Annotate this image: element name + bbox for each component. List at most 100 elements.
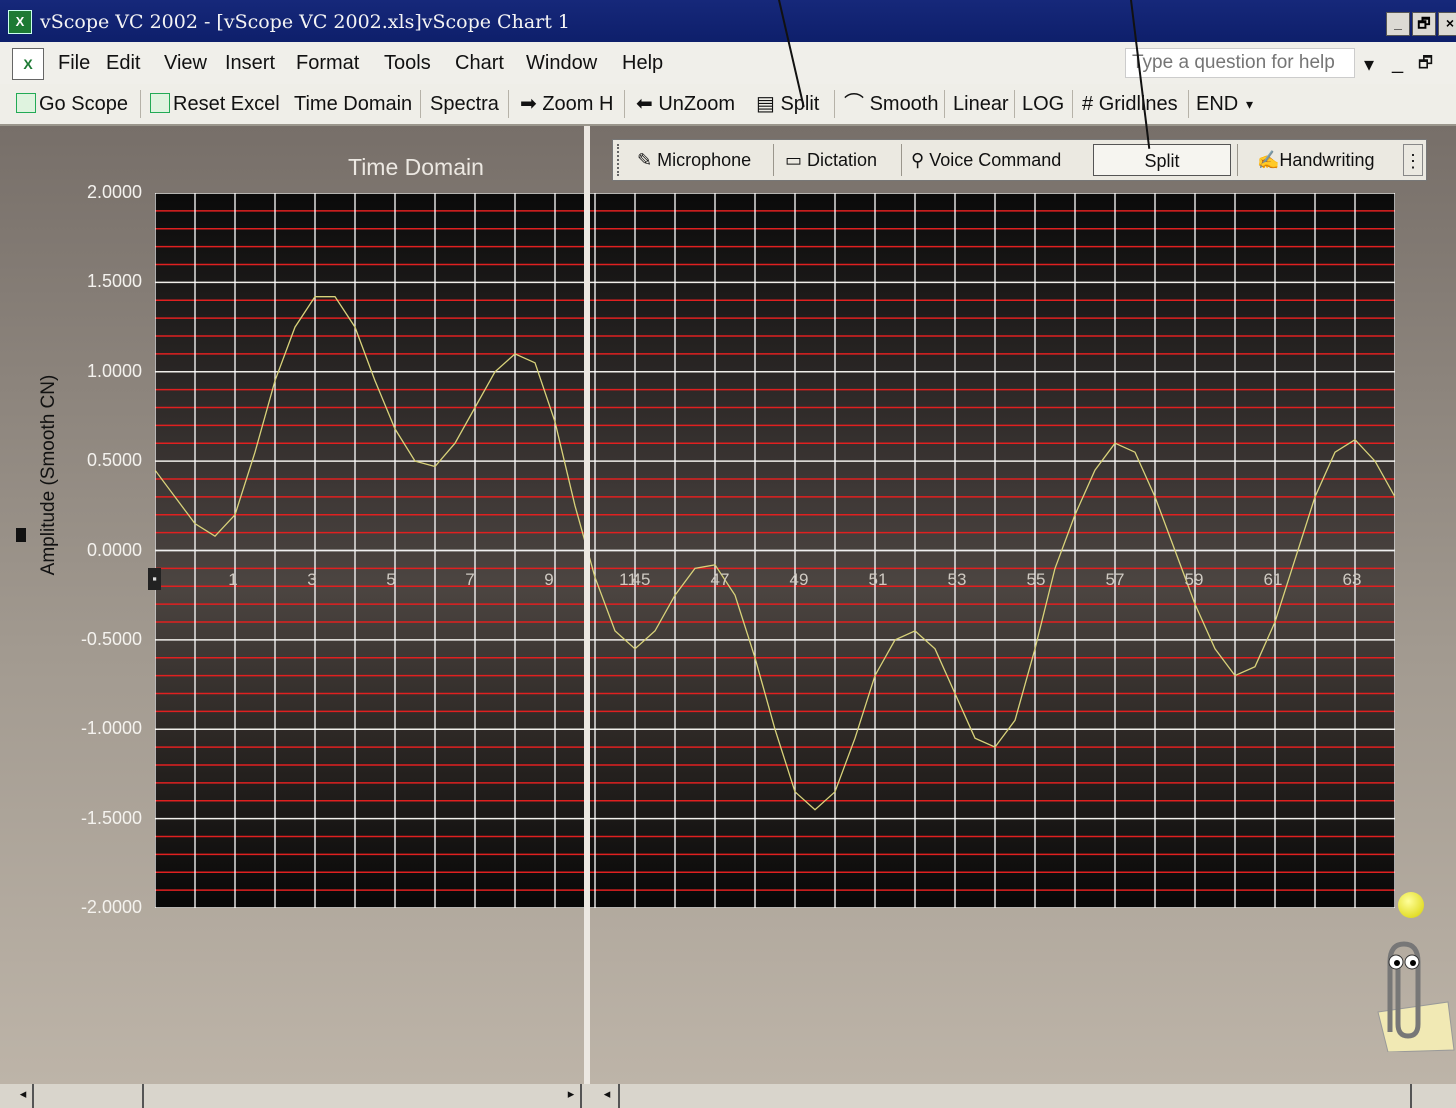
excel-app-icon[interactable]: X	[8, 10, 32, 34]
y-tick-label: -1.0000	[80, 718, 142, 739]
unzoom-button[interactable]: ⬅ UnZoom	[636, 91, 735, 117]
close-button[interactable]: ×	[1438, 12, 1456, 36]
restore-button[interactable]: 🗗	[1412, 12, 1436, 36]
handwriting-button[interactable]: ✍Handwriting	[1257, 144, 1374, 176]
scroll-right-icon[interactable]: ▸	[567, 1087, 575, 1102]
axis-selection-handle[interactable]	[16, 528, 26, 542]
menu-tools[interactable]: Tools	[384, 52, 431, 74]
menu-file[interactable]: File	[58, 52, 91, 74]
voice-command-button[interactable]: ⚲ Voice Command	[911, 144, 1061, 176]
grid-icon: #	[1082, 93, 1099, 115]
y-tick-label: -2.0000	[80, 897, 142, 917]
split-button[interactable]: ▤ Split	[756, 91, 819, 117]
linear-button[interactable]: Linear	[953, 93, 1009, 115]
split-icon: ▤	[756, 93, 781, 115]
doc-restore-button[interactable]: 🗗	[1418, 55, 1434, 72]
menu-window[interactable]: Window	[526, 52, 598, 74]
chart-title: Time Domain	[348, 154, 484, 180]
doc-minimize-button[interactable]: _	[1392, 52, 1404, 74]
menu-chart[interactable]: Chart	[455, 52, 504, 74]
excel-doc-icon[interactable]: X	[12, 48, 44, 80]
x-tick-label: 47	[710, 570, 730, 589]
dictation-button[interactable]: ▭ Dictation	[785, 144, 877, 176]
office-assistant-icon[interactable]	[1358, 932, 1456, 1052]
dictation-icon: ▭	[785, 150, 808, 170]
zoom-h-label: Zoom H	[542, 93, 614, 115]
y-tick-label: 1.5000	[86, 271, 142, 292]
horizontal-gridlines	[155, 193, 1395, 908]
language-bar-grip[interactable]	[617, 144, 625, 176]
language-bar-separator	[1237, 144, 1238, 176]
split-divider[interactable]	[584, 126, 590, 1108]
x-tick-label: 63	[1342, 570, 1362, 589]
language-bar-options-icon[interactable]: ⋮	[1403, 144, 1423, 176]
x-tick-label: 53	[947, 570, 967, 589]
toolbar-separator	[1014, 90, 1015, 118]
handwriting-icon: ✍	[1257, 150, 1280, 170]
spectra-button[interactable]: Spectra	[430, 93, 499, 115]
menu-format[interactable]: Format	[296, 52, 360, 74]
microphone-button[interactable]: ✎ Microphone	[637, 144, 751, 176]
y-tick-label: 0.0000	[86, 539, 142, 560]
voice-command-icon: ⚲	[911, 150, 930, 170]
microphone-icon: ✎	[637, 150, 658, 170]
scroll-divider	[1410, 1084, 1412, 1108]
x-tick-label: 51	[868, 570, 888, 589]
vscope-toolbar: Go Scope Reset Excel Time Domain Spectra…	[0, 84, 1456, 126]
x-tick-label: 3	[307, 570, 317, 589]
scroll-divider	[32, 1084, 34, 1108]
language-bar-separator	[773, 144, 774, 176]
y-axis-label: Amplitude (Smooth CN)	[38, 374, 59, 576]
reset-excel-label: Reset Excel	[173, 93, 280, 115]
x-tick-label: 57	[1105, 570, 1125, 589]
series-line	[155, 296, 1395, 811]
time-domain-button[interactable]: Time Domain	[294, 93, 413, 115]
help-search-input[interactable]	[1125, 48, 1355, 78]
zoom-h-button[interactable]: ➡ Zoom H	[520, 91, 613, 117]
horizontal-scrollbar[interactable]: ◂ ▸ ◂	[0, 1084, 1456, 1108]
x-tick-label: 55	[1026, 570, 1046, 589]
unzoom-label: UnZoom	[658, 93, 736, 115]
scroll-divider	[142, 1084, 144, 1108]
x-tick-label: 61	[1263, 570, 1283, 589]
lightbulb-icon[interactable]	[1398, 892, 1424, 918]
split-speech-button[interactable]: Split	[1093, 144, 1231, 176]
toolbar-options-icon[interactable]: ▾	[1246, 96, 1254, 112]
title-bar: X vScope VC 2002 - [vScope VC 2002.xls]v…	[0, 0, 1456, 42]
reset-excel-button[interactable]: Reset Excel	[150, 91, 280, 117]
scroll-divider	[618, 1084, 620, 1108]
x-tick-label: 7	[465, 570, 475, 589]
handwriting-label: Handwriting	[1279, 150, 1375, 170]
window-title: vScope VC 2002 - [vScope VC 2002.xls]vSc…	[40, 11, 570, 33]
scroll-left-icon-right-pane[interactable]: ◂	[603, 1087, 611, 1102]
toolbar-separator	[834, 90, 835, 118]
menu-insert[interactable]: Insert	[225, 52, 276, 74]
scroll-left-icon[interactable]: ◂	[19, 1087, 27, 1102]
toolbar-separator	[140, 90, 141, 118]
y-tick-label: 2.0000	[86, 182, 142, 202]
x-tick-label: 1	[228, 570, 238, 589]
minimize-button[interactable]: _	[1386, 12, 1410, 36]
menu-help[interactable]: Help	[622, 52, 664, 74]
menu-edit[interactable]: Edit	[106, 52, 141, 74]
microphone-label: Microphone	[657, 150, 752, 170]
toolbar-separator	[1188, 90, 1189, 118]
smooth-button[interactable]: ⌒ Smooth	[844, 91, 939, 117]
log-button[interactable]: LOG	[1022, 93, 1065, 115]
x-tick-label: 5	[386, 570, 396, 589]
gridlines-button[interactable]: # Gridlines	[1082, 91, 1178, 117]
voice-command-label: Voice Command	[929, 150, 1062, 170]
y-tick-label: -1.5000	[80, 807, 142, 828]
y-tick-label: -0.5000	[80, 628, 142, 649]
plot-area[interactable]	[155, 193, 1395, 908]
x-tick-label: 49	[789, 570, 809, 589]
go-scope-button[interactable]: Go Scope	[16, 91, 128, 117]
arrow-right-icon: ➡	[520, 93, 543, 115]
gridlines-label: Gridlines	[1098, 93, 1178, 115]
toolbar-separator	[624, 90, 625, 118]
end-button[interactable]: END	[1196, 93, 1239, 115]
y-tick-label: 1.0000	[86, 360, 142, 381]
menu-view[interactable]: View	[164, 52, 207, 74]
excel-icon	[150, 93, 170, 113]
help-dropdown-icon[interactable]: ▾	[1364, 54, 1375, 76]
